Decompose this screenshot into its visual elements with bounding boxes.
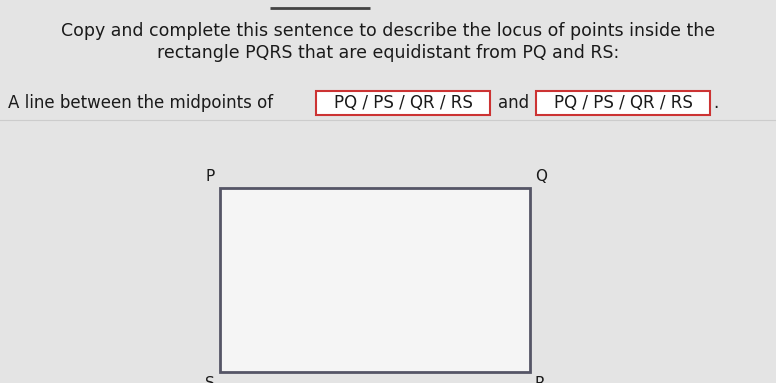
Text: Q: Q [535, 169, 547, 184]
Bar [536, 91, 710, 115]
Text: A line between the midpoints of: A line between the midpoints of [8, 94, 273, 112]
Text: rectangle PQRS that are equidistant from PQ and RS:: rectangle PQRS that are equidistant from… [157, 44, 619, 62]
Text: Copy and complete this sentence to describe the locus of points inside the: Copy and complete this sentence to descr… [61, 22, 715, 40]
Text: PQ / PS / QR / RS: PQ / PS / QR / RS [553, 94, 692, 112]
Text: P: P [206, 169, 215, 184]
Bar [316, 91, 490, 115]
Text: R: R [535, 376, 546, 383]
Text: S: S [205, 376, 215, 383]
Text: PQ / PS / QR / RS: PQ / PS / QR / RS [334, 94, 473, 112]
Bar [220, 188, 530, 372]
Text: .: . [713, 94, 719, 112]
Text: and: and [498, 94, 529, 112]
